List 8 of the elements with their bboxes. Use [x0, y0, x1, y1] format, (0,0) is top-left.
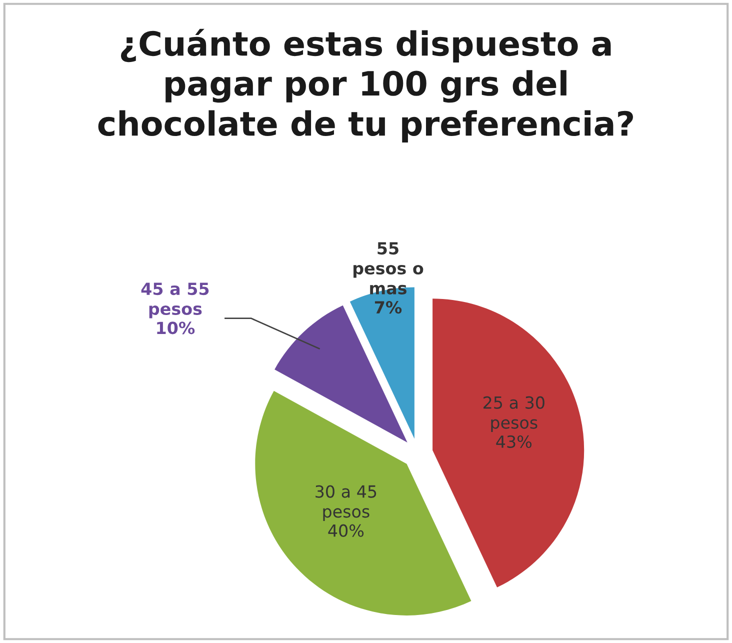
slice-label: 25 a 30 pesos	[484, 396, 544, 432]
slice-label: 30 a 45 pesos	[316, 485, 376, 521]
data-label: 43%	[496, 435, 532, 448]
data-label: 40%	[328, 524, 364, 537]
data-label: 7%	[374, 301, 402, 314]
slice-label: 45 a 55 pesos	[141, 282, 209, 318]
chart-title: ¿Cuánto estas dispuesto a pagar por 100 grs del chocolate de tu preferencia?	[98, 28, 633, 143]
data-label: 10%	[157, 322, 195, 334]
